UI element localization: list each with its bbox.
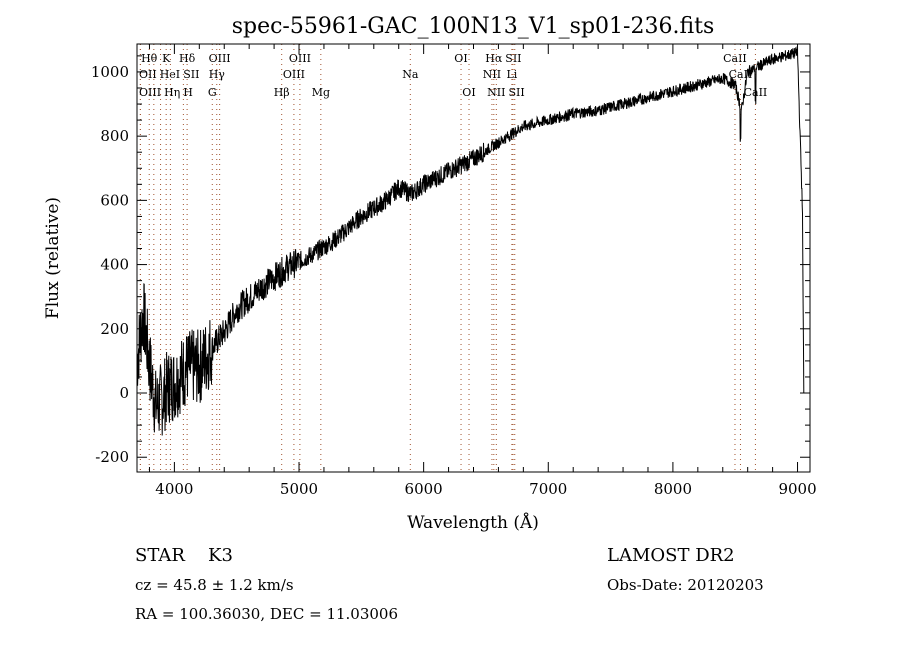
spectral-line-label: H [183,86,193,99]
y-tick-label: 400 [100,256,129,274]
spectral-line-label: Hη [164,86,180,99]
spectral-line-label: OI [462,86,475,99]
x-tick-label: 8000 [654,480,692,498]
spectral-line-label: Hδ [179,52,196,65]
coordinates: RA = 100.36030, DEC = 11.03006 [135,605,398,623]
spectral-line-label: NII [487,86,505,99]
spectrum-line [136,46,805,436]
spectral-lines: HθKHδOIIIOIIIOIHαSIICaIIOIIHeISIIHγOIIIN… [139,44,767,472]
plot-frame [136,43,811,473]
spectral-line-label: SII [183,68,199,81]
spectral-line-label: OIII [209,52,231,65]
star-class: STAR [135,545,185,566]
spectral-line-label: CaII [723,52,747,65]
spectral-line-label: Hα [485,52,503,65]
spectral-line-label: Mg [312,86,330,99]
y-tick-label: 600 [100,191,129,209]
y-tick-label: 1000 [91,63,129,81]
x-tick-label: 5000 [280,480,318,498]
x-tick-label: 6000 [405,480,443,498]
spectral-line-label: Li [507,68,518,81]
spectral-line-label: OIII [139,86,161,99]
survey-name: LAMOST DR2 [607,545,735,566]
star-subclass: K3 [208,545,233,566]
axis-ticks: 4000 5000 6000 7000 8000 9000 -200 0 200 400 600 80… [91,44,817,498]
x-tick-label: 4000 [155,480,193,498]
spectral-line-label: SII [509,86,525,99]
y-tick-label: 0 [119,384,129,402]
x-tick-label: 9000 [778,480,816,498]
x-tick-label: 7000 [529,480,567,498]
spectral-line-label: OIII [289,52,311,65]
spectral-line-label: SII [505,52,521,65]
y-tick-label: 200 [100,320,129,338]
spectral-line-label: OI [454,52,467,65]
chart-title: spec-55961-GAC_100N13_V1_sp01-236.fits [232,14,715,39]
spectral-line-label: OIII [283,68,305,81]
redshift-cz: cz = 45.8 ± 1.2 km/s [135,576,294,594]
y-tick-label: 800 [100,127,129,145]
spectral-line-label: G [208,86,217,99]
spectral-line-label: OII [139,68,157,81]
spectral-line-label: Na [402,68,419,81]
spectral-line-label: NII [483,68,501,81]
spectral-line-label: K [162,52,171,65]
spectral-line-label: Hβ [274,86,290,99]
y-tick-label: -200 [95,448,129,466]
y-axis-label: Flux (relative) [43,197,63,319]
x-axis-label: Wavelength (Å) [407,512,539,533]
spectral-line-label: Hθ [141,52,158,65]
obs-date: Obs-Date: 20120203 [607,576,764,594]
spectral-line-label: Hγ [209,68,226,81]
